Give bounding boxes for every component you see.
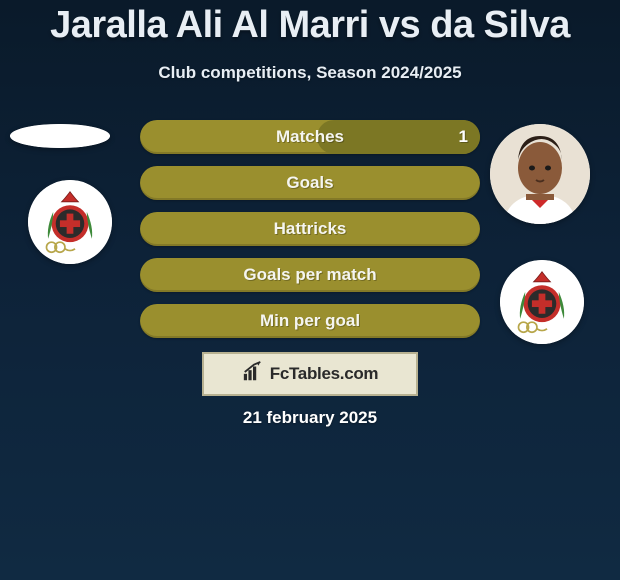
bar-chart-icon bbox=[242, 361, 264, 388]
stat-bar-label: Matches bbox=[276, 127, 344, 147]
stat-bar: Min per goal bbox=[140, 304, 480, 338]
stat-bar: Hattricks bbox=[140, 212, 480, 246]
stat-bar-label: Goals per match bbox=[243, 265, 376, 285]
page-subtitle: Club competitions, Season 2024/2025 bbox=[0, 63, 620, 83]
stat-bar-label: Hattricks bbox=[274, 219, 347, 239]
right-club-crest bbox=[500, 260, 584, 344]
brand-badge: FcTables.com bbox=[202, 352, 418, 396]
stat-bar-label: Goals bbox=[286, 173, 333, 193]
brand-text: FcTables.com bbox=[270, 364, 379, 384]
stat-bar: Goals bbox=[140, 166, 480, 200]
stat-bar-right-value: 1 bbox=[459, 120, 468, 154]
stat-bar: Matches 1 bbox=[140, 120, 480, 154]
page-title: Jaralla Ali Al Marri vs da Silva bbox=[0, 0, 620, 47]
stat-bar: Goals per match bbox=[140, 258, 480, 292]
left-club-crest bbox=[28, 180, 112, 264]
comparison-date: 21 february 2025 bbox=[0, 408, 620, 428]
stat-bar-label: Min per goal bbox=[260, 311, 360, 331]
right-player-avatar bbox=[490, 124, 590, 224]
stat-bars: Matches 1 Goals Hattricks Goals per match Min… bbox=[140, 120, 480, 350]
left-player-avatar bbox=[10, 124, 110, 148]
